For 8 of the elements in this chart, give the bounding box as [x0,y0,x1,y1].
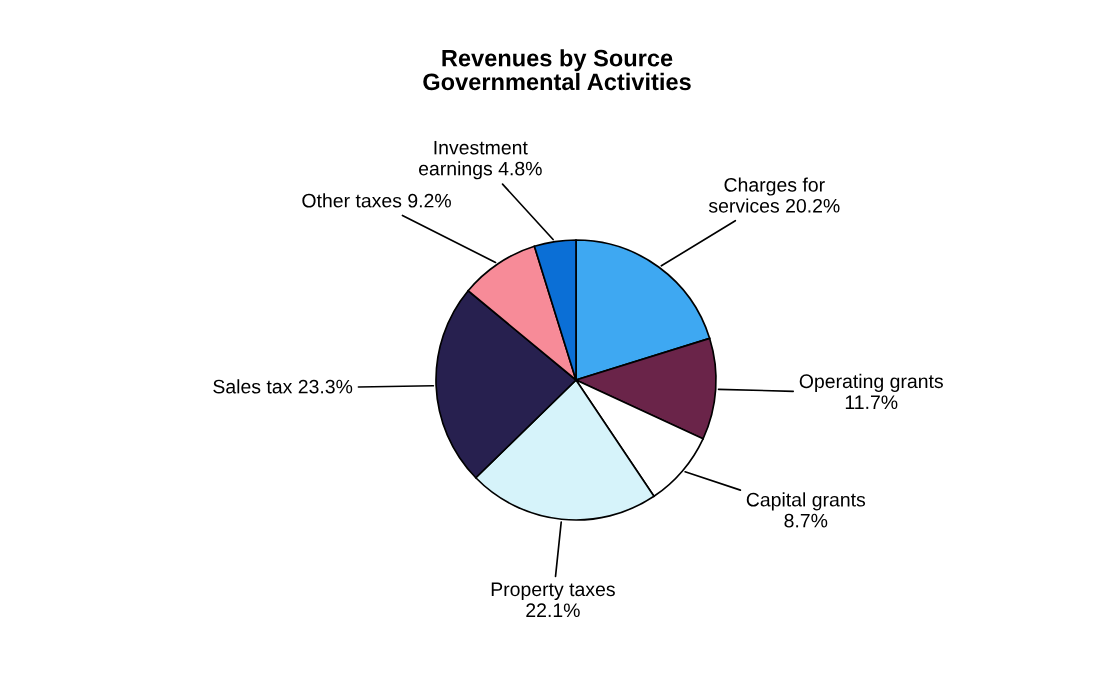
slice-label: Other taxes 9.2% [302,193,451,208]
slice-label: Charges for services 20.2% [708,177,840,213]
slice-label: Property taxes 22.1% [491,582,615,618]
slice-label: Investment earnings 4.8% [418,140,542,180]
chart-title: Revenues by Source Governmental Activities [423,49,691,91]
slice-label: Sales tax 23.3% [213,379,353,394]
slice-label: Capital grants 8.7% [746,492,866,528]
slice-label: Operating grants 11.7% [799,373,943,409]
